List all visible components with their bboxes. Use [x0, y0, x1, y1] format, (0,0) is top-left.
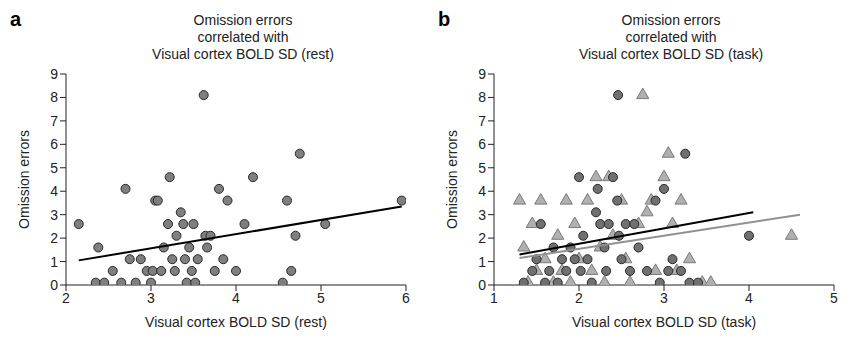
svg-text:6: 6 — [478, 136, 486, 152]
html-text:b: b — [438, 8, 451, 30]
svg-text:6: 6 — [402, 290, 410, 306]
html-text:Visual cortex BOLD SD (task): Visual cortex BOLD SD (task) — [578, 46, 764, 62]
svg-text:Omission errors: Omission errors — [16, 130, 32, 229]
svg-text:0: 0 — [478, 277, 486, 293]
html-text:Omission errors: Omission errors — [193, 12, 293, 28]
svg-text:Omission errors: Omission errors — [444, 130, 460, 229]
svg-text:5: 5 — [830, 290, 838, 306]
svg-text:2: 2 — [575, 290, 583, 306]
svg-text:3: 3 — [50, 207, 58, 223]
svg-text:1: 1 — [490, 290, 498, 306]
svg-text:8: 8 — [50, 89, 58, 105]
svg-text:Visual cortex BOLD SD (rest): Visual cortex BOLD SD (rest) — [145, 314, 327, 330]
svg-text:0: 0 — [50, 277, 58, 293]
svg-text:9: 9 — [50, 66, 58, 82]
html-text:correlated with: correlated with — [625, 29, 717, 45]
svg-text:5: 5 — [50, 160, 58, 176]
html-text:correlated with: correlated with — [197, 29, 289, 45]
svg-text:5: 5 — [317, 290, 325, 306]
svg-text:7: 7 — [50, 113, 58, 129]
svg-text:8: 8 — [478, 89, 486, 105]
html-text:Visual cortex BOLD SD (rest): Visual cortex BOLD SD (rest) — [152, 46, 334, 62]
svg-text:4: 4 — [745, 290, 753, 306]
svg-text:9: 9 — [478, 66, 486, 82]
svg-text:1: 1 — [478, 254, 486, 270]
svg-text:7: 7 — [478, 113, 486, 129]
svg-text:6: 6 — [50, 136, 58, 152]
svg-text:3: 3 — [147, 290, 155, 306]
svg-text:2: 2 — [478, 230, 486, 246]
html-text:a: a — [10, 8, 22, 30]
svg-text:2: 2 — [62, 290, 70, 306]
svg-text:1: 1 — [50, 254, 58, 270]
svg-text:4: 4 — [50, 183, 58, 199]
svg-text:5: 5 — [478, 160, 486, 176]
svg-text:2: 2 — [50, 230, 58, 246]
svg-text:4: 4 — [232, 290, 240, 306]
svg-text:3: 3 — [660, 290, 668, 306]
html-text:Omission errors: Omission errors — [621, 12, 721, 28]
svg-text:3: 3 — [478, 207, 486, 223]
svg-text:Visual cortex BOLD SD (task): Visual cortex BOLD SD (task) — [572, 314, 756, 330]
svg-text:4: 4 — [478, 183, 486, 199]
